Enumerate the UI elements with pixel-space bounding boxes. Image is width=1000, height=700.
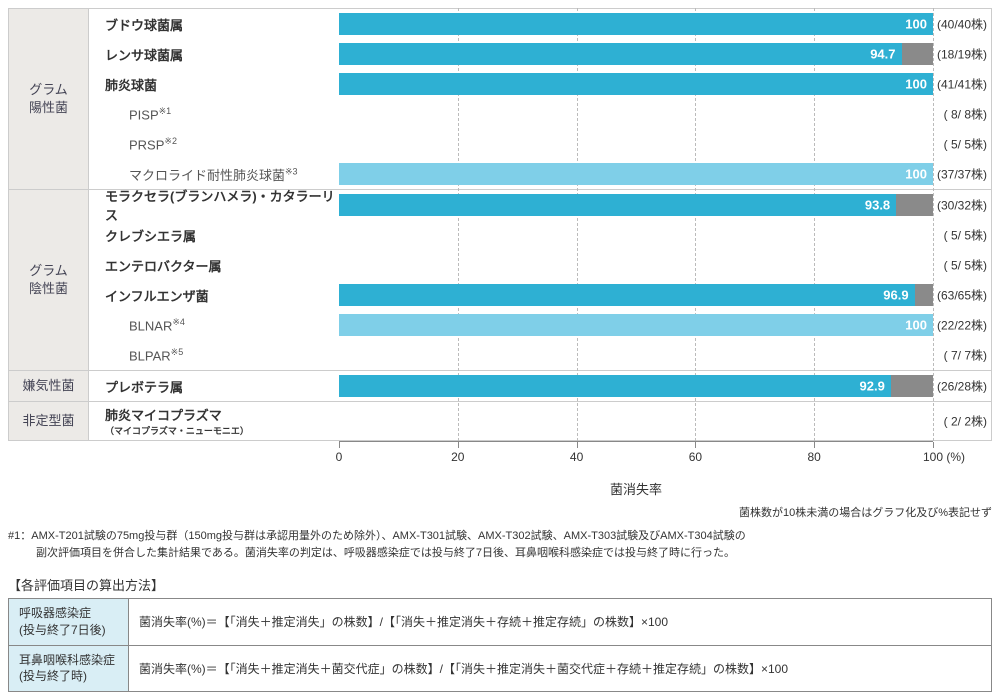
row-label: マクロライド耐性肺炎球菌※3 [89,165,339,184]
row-label: PISP※1 [89,106,339,122]
bar: 100 [339,314,933,336]
bar: 100 [339,163,933,185]
chart-row: プレボテラ属 92.9 (26/28株) [89,371,991,401]
chart-row: 肺炎マイコプラズマ（マイコプラズマ・ニューモニエ） ( 2/ 2株) [89,402,991,440]
row-count: ( 7/ 7株) [931,347,991,364]
group-label: 非定型菌 [9,402,89,440]
method-body-cell: 菌消失率(%)＝【「消失＋推定消失」の株数】/【「消失＋推定消失＋存続＋推定存続… [129,599,992,646]
chart-container: グラム陽性菌ブドウ球菌属 100 (40/40株) レンサ球菌属 94.7 (18/19株… [8,8,992,441]
chart-row: マクロライド耐性肺炎球菌※3 100 (37/37株) [89,159,991,189]
tick-label: 40 [570,450,583,464]
bar-value: 93.8 [865,198,890,213]
tick-label: 0 [336,450,343,464]
row-label: 肺炎球菌 [89,75,339,94]
method-title: 【各評価項目の算出方法】 [8,575,992,594]
chart-row: BLNAR※4 100 (22/22株) [89,310,991,340]
row-count: ( 5/ 5株) [931,136,991,153]
bar-value: 94.7 [870,47,895,62]
group: グラム陰性菌モラクセラ(ブランハメラ)・カタラーリス93.8(30/32株)クレ… [9,190,991,371]
group: 嫌気性菌プレボテラ属 92.9 (26/28株) [9,371,991,402]
bar-value: 100 [905,17,927,32]
tick-label: 80 [808,450,821,464]
chart-row: レンサ球菌属 94.7 (18/19株) [89,39,991,69]
row-count: (18/19株) [931,46,991,63]
row-count: (37/37株) [931,166,991,183]
row-count: ( 8/ 8株) [931,106,991,123]
footnote: #1：AMX-T201試験の75mg投与群（150mg投与群は承認用量外のため除… [8,528,992,561]
row-count: (26/28株) [931,378,991,395]
chart-row: ブドウ球菌属 100 (40/40株) [89,9,991,39]
bar: 93.8 [339,194,896,216]
group-label: 嫌気性菌 [9,371,89,401]
row-label: モラクセラ(ブランハメラ)・カタラーリス [89,186,339,224]
chart-row: モラクセラ(ブランハメラ)・カタラーリス93.8(30/32株) [89,190,991,220]
bar-value: 92.9 [860,379,885,394]
x-axis: (%) 020406080100 [339,441,933,475]
note-threshold: 菌株数が10株未満の場合はグラフ化及び%表記せず [8,504,992,520]
row-label: ブドウ球菌属 [89,15,339,34]
row-count: ( 2/ 2株) [931,413,991,430]
row-label: エンテロバクター属 [89,256,339,275]
chart-row: クレブシエラ属 ( 5/ 5株) [89,220,991,250]
bar-value: 100 [905,77,927,92]
row-label: PRSP※2 [89,136,339,152]
axis-title: 菌消失率 [339,479,933,498]
chart-row: PRSP※2 ( 5/ 5株) [89,129,991,159]
tick-label: 100 [923,450,943,464]
tick-label: 20 [451,450,464,464]
row-label: BLNAR※4 [89,317,339,333]
footnote-line1: AMX-T201試験の75mg投与群（150mg投与群は承認用量外のため除外）、… [31,530,746,542]
bar: 100 [339,73,933,95]
bar: 92.9 [339,375,891,397]
chart-groups: グラム陽性菌ブドウ球菌属 100 (40/40株) レンサ球菌属 94.7 (18/19株… [8,8,992,441]
row-label: インフルエンザ菌 [89,286,339,305]
chart-row: PISP※1 ( 8/ 8株) [89,99,991,129]
row-label: BLPAR※5 [89,347,339,363]
group-label: グラム陽性菌 [9,9,89,189]
bar-value: 100 [905,167,927,182]
bar: 100 [339,13,933,35]
method-body-cell: 菌消失率(%)＝【「消失＋推定消失＋菌交代症」の株数】/【「消失＋推定消失＋菌交… [129,645,992,692]
bar-value: 100 [905,318,927,333]
tick-label: 60 [689,450,702,464]
bar: 94.7 [339,43,902,65]
row-count: (22/22株) [931,317,991,334]
row-count: (41/41株) [931,76,991,93]
group: 非定型菌肺炎マイコプラズマ（マイコプラズマ・ニューモニエ） ( 2/ 2株) [9,402,991,440]
row-label: レンサ球菌属 [89,45,339,64]
group: グラム陽性菌ブドウ球菌属 100 (40/40株) レンサ球菌属 94.7 (18/19株… [9,9,991,190]
chart-row: 肺炎球菌 100 (41/41株) [89,69,991,99]
row-count: (40/40株) [931,16,991,33]
row-label: クレブシエラ属 [89,226,339,245]
group-label: グラム陰性菌 [9,190,89,370]
row-count: (63/65株) [931,287,991,304]
method-head: 耳鼻咽喉科感染症(投与終了時) [9,645,129,692]
chart-row: BLPAR※5 ( 7/ 7株) [89,340,991,370]
chart-row: エンテロバクター属 ( 5/ 5株) [89,250,991,280]
row-count: (30/32株) [931,197,991,214]
method-table: 呼吸器感染症(投与終了7日後)菌消失率(%)＝【「消失＋推定消失」の株数】/【「… [8,598,992,692]
method-head: 呼吸器感染症(投与終了7日後) [9,599,129,646]
row-count: ( 5/ 5株) [931,257,991,274]
bar: 96.9 [339,284,915,306]
axis-unit: (%) [946,450,965,464]
footnote-head: #1： [8,530,31,542]
row-count: ( 5/ 5株) [931,227,991,244]
chart-row: インフルエンザ菌 96.9 (63/65株) [89,280,991,310]
row-label: 肺炎マイコプラズマ（マイコプラズマ・ニューモニエ） [89,405,339,437]
footnote-line2: 副次評価項目を併合した集計結果である。菌消失率の判定は、呼吸器感染症では投与終了… [8,545,992,562]
row-label: プレボテラ属 [89,377,339,396]
bar-value: 96.9 [883,288,908,303]
